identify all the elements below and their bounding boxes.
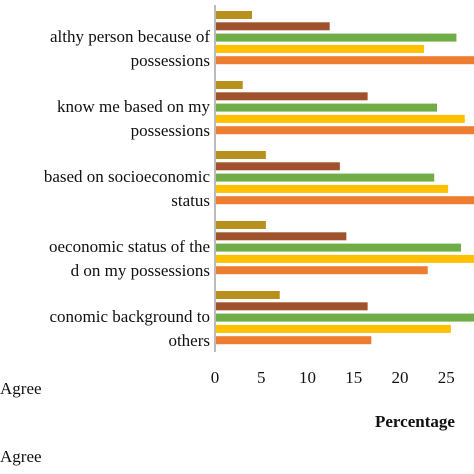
y-tick-label: know me based on my (57, 97, 210, 116)
x-axis-label: Percentage (375, 412, 455, 431)
y-tick-label: d on my possessions (71, 261, 210, 280)
legend-label: Agree (0, 447, 42, 466)
bar (215, 126, 474, 135)
bar (215, 151, 266, 159)
bar (215, 254, 474, 263)
bar (215, 162, 340, 171)
bar (215, 302, 368, 311)
bar (215, 114, 465, 123)
bar (215, 44, 425, 53)
y-tick-label: others (168, 331, 210, 350)
bar (215, 173, 435, 182)
bar (215, 291, 280, 299)
bar (215, 266, 428, 275)
x-tick-label: 25 (438, 368, 455, 387)
x-tick-label: 5 (257, 368, 266, 387)
bar (215, 232, 347, 241)
x-tick-label: 15 (345, 368, 362, 387)
bar (215, 243, 462, 252)
bar (215, 56, 474, 65)
bar (215, 336, 372, 345)
y-tick-label: althy person because of (50, 27, 210, 46)
y-tick-label: based on socioeconomic (44, 167, 211, 186)
y-tick-label: oeconomic status of the (49, 237, 210, 256)
bar (215, 92, 368, 101)
x-tick-label: 20 (392, 368, 409, 387)
legend-label: Agree (0, 379, 42, 398)
bar (215, 196, 474, 205)
bar (215, 103, 437, 112)
bar (215, 81, 243, 89)
y-tick-label: status (171, 191, 210, 210)
y-tick-label: possessions (131, 121, 210, 140)
bar (215, 184, 449, 193)
bar (215, 11, 252, 19)
x-tick-label: 0 (211, 368, 220, 387)
bar (215, 221, 266, 229)
bar (215, 22, 330, 31)
bar (215, 313, 474, 322)
y-tick-label: conomic background to (49, 307, 210, 326)
y-tick-label: possessions (131, 51, 210, 70)
x-tick-label: 10 (299, 368, 316, 387)
bar (215, 324, 451, 333)
bar (215, 33, 457, 42)
